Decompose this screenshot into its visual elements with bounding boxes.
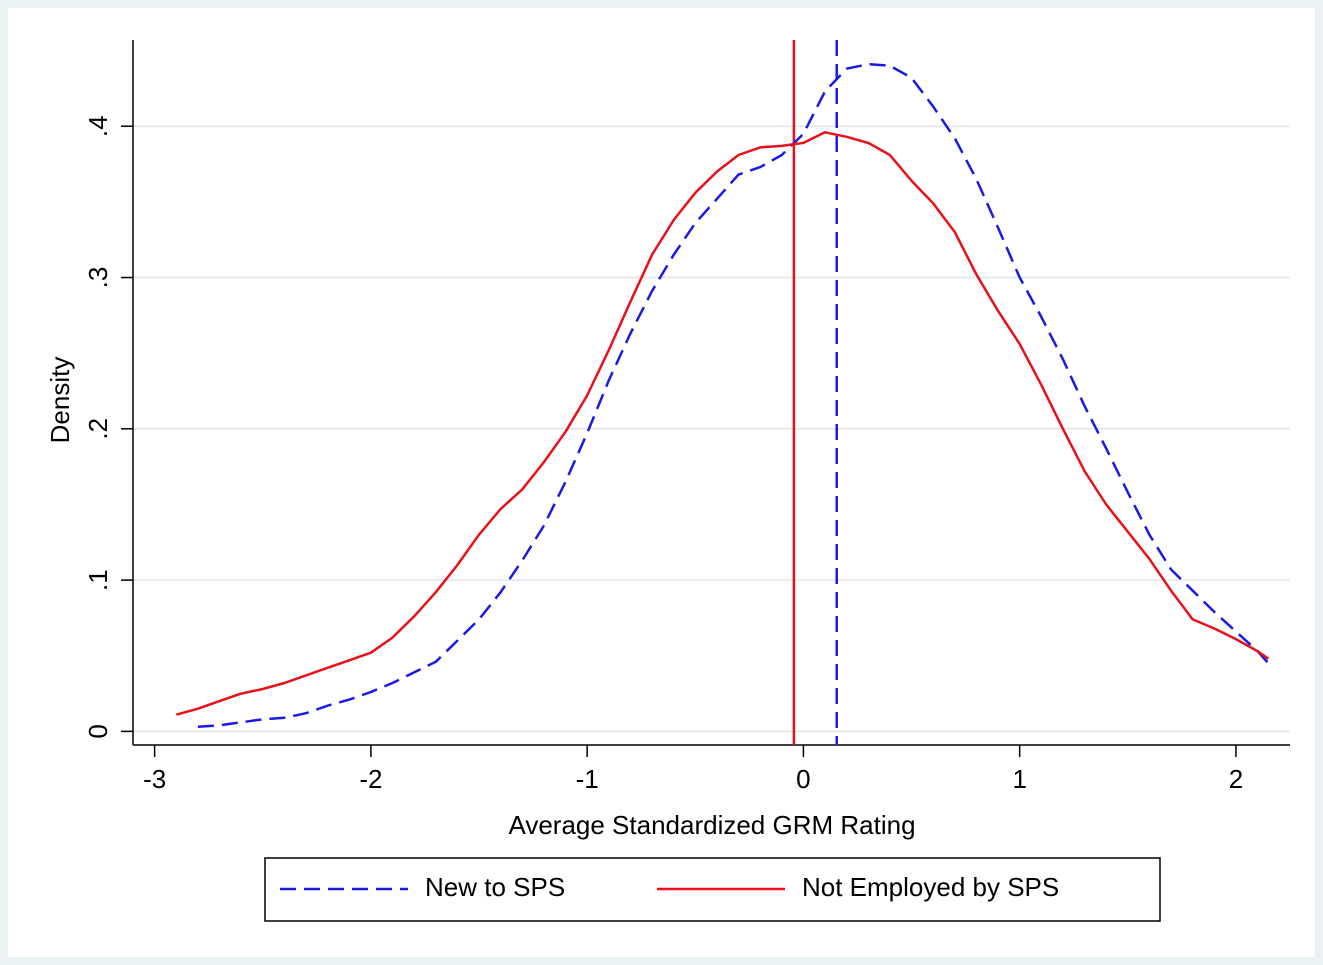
x-tick-label: 2 (1229, 764, 1243, 794)
legend-box (264, 857, 1161, 922)
y-axis-title: Density (45, 357, 75, 444)
y-tick-label: .1 (83, 569, 113, 591)
y-tick-label: .3 (83, 267, 113, 289)
x-tick-label: 0 (796, 764, 810, 794)
series-line (197, 62, 1270, 729)
x-tick-label: -3 (143, 764, 166, 794)
x-tick-label: -1 (576, 764, 599, 794)
legend-label: New to SPS (425, 872, 565, 902)
x-tick-label: 1 (1012, 764, 1026, 794)
plot-area (8, 8, 1315, 957)
series-line (175, 131, 1270, 716)
y-tick-label: .4 (83, 115, 113, 137)
y-tick-label: .2 (83, 418, 113, 440)
y-tick-label: 0 (83, 724, 113, 738)
x-axis-title: Average Standardized GRM Rating (508, 810, 915, 840)
legend-label: Not Employed by SPS (802, 872, 1059, 902)
x-tick-label: -2 (359, 764, 382, 794)
